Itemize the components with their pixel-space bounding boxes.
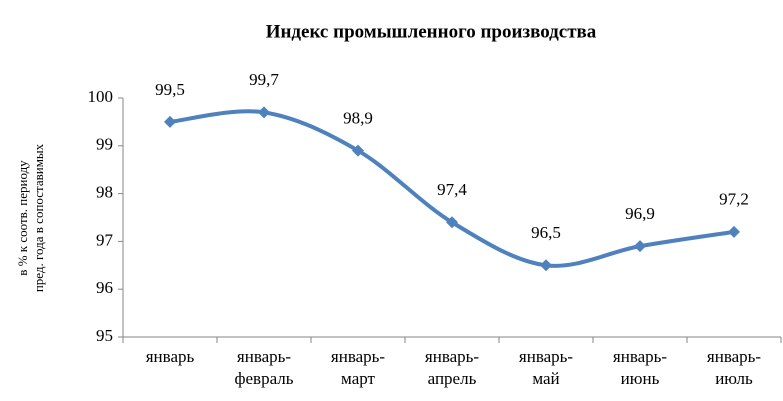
y-axis-label-line: пред. года в сопоставимых (31, 143, 46, 292)
y-axis-label: в % к соотв. периоду пред. года в сопост… (15, 143, 46, 292)
y-tick-label: 98 (96, 183, 113, 202)
marker (164, 115, 176, 128)
data-label: 99,7 (249, 70, 279, 89)
data-label: 96,9 (625, 204, 655, 223)
marker (728, 225, 740, 238)
data-label: 96,5 (531, 223, 561, 242)
data-label: 98,9 (343, 108, 373, 127)
y-tick-label: 97 (96, 230, 114, 249)
marker (446, 216, 458, 229)
data-label: 97,2 (719, 190, 749, 209)
y-tick-label: 96 (96, 278, 113, 297)
x-tick-label: январь-май (519, 347, 574, 388)
data-label: 97,4 (437, 180, 467, 199)
y-tick-label: 95 (96, 326, 113, 345)
y-tick-label: 99 (96, 135, 113, 154)
data-label: 99,5 (155, 80, 185, 99)
chart-title: Индекс промышленного производства (266, 21, 597, 42)
x-tick-label: январь (146, 347, 195, 366)
x-tick-label: январь-июль (707, 347, 762, 388)
marker (634, 240, 646, 253)
marker (352, 144, 364, 157)
y-tick-label: 100 (88, 87, 114, 106)
marker (258, 106, 270, 119)
x-tick-label: январь-март (331, 347, 386, 388)
x-tick-label: январь-февраль (234, 347, 293, 388)
x-tick-label: январь-июнь (613, 347, 668, 388)
x-tick-label: январь-апрель (425, 347, 480, 388)
marker (540, 259, 552, 272)
y-axis-label-line: в % к соотв. периоду (15, 160, 30, 276)
